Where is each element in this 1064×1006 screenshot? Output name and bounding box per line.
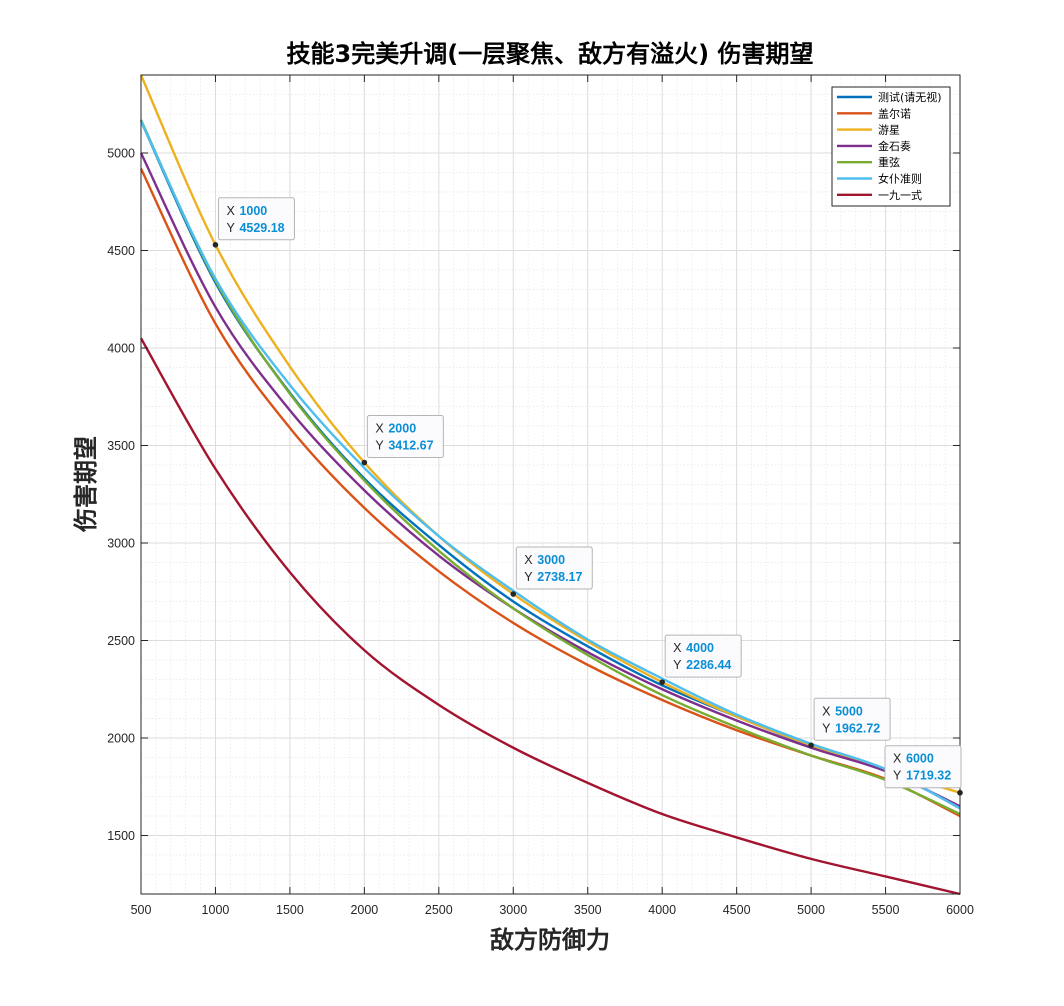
y-tick-label: 3500 [107, 439, 135, 453]
y-tick-label: 1500 [107, 829, 135, 843]
datatip-x-key: X [822, 704, 831, 718]
y-tick-label: 2000 [107, 732, 135, 746]
legend-label: 盖尔诺 [878, 106, 911, 120]
datatip-y-key: Y [226, 221, 235, 235]
legend-label: 测试(请无视) [878, 90, 942, 104]
legend-label: 金石奏 [878, 139, 911, 153]
datatip-x-key: X [226, 204, 235, 218]
datatip: X 2000 Y 3412.67 [361, 415, 444, 466]
datatip: X 5000 Y 1962.72 [808, 697, 891, 749]
datatip-marker [808, 742, 814, 749]
datatip-y-value: 1962.72 [835, 721, 880, 735]
datatip-marker [212, 242, 219, 248]
y-tick-label: 3000 [107, 537, 135, 551]
datatip-x-value: 4000 [686, 641, 714, 655]
datatip-x-value: 2000 [388, 422, 416, 436]
datatip-box [664, 634, 742, 678]
x-tick-label: 4500 [723, 903, 751, 917]
y-tick-label: 2500 [107, 634, 135, 648]
chart-title: 技能3完美升调(一层聚焦、敌方有溢火) 伤害期望 [287, 40, 814, 68]
x-tick-label: 500 [131, 903, 152, 917]
x-tick-label: 1500 [276, 903, 304, 917]
legend-label: 一九一式 [878, 189, 922, 202]
datatip-y-value: 1719.32 [906, 769, 951, 783]
x-tick-label: 1000 [202, 903, 230, 917]
x-tick-label: 3500 [574, 903, 602, 917]
datatip: X 6000 Y 1719.32 [884, 745, 963, 796]
x-tick-label: 2500 [425, 903, 453, 917]
y-tick-label: 5000 [107, 147, 135, 161]
x-tick-label: 5500 [872, 903, 900, 917]
legend-label: 女仆准则 [878, 172, 922, 186]
plot-frame [140, 74, 961, 895]
datatip-marker [659, 679, 665, 685]
datatip-y-key: Y [524, 570, 533, 584]
datatip-y-value: 2286.44 [686, 658, 731, 672]
datatip-y-key: Y [673, 658, 682, 672]
datatip-y-value: 2738.17 [537, 570, 582, 584]
plot-border [140, 74, 961, 895]
series-line-4 [139, 119, 961, 816]
datatip-box [217, 197, 295, 241]
legend-label: 游星 [878, 124, 900, 137]
datatip-y-key: Y [822, 721, 831, 735]
datatip-x-value: 3000 [537, 553, 565, 567]
datatip-x-key: X [375, 422, 384, 436]
datatip-x-value: 1000 [239, 204, 267, 218]
datatip-box [813, 697, 891, 741]
legend-label: 重弦 [878, 155, 900, 169]
datatip-marker [957, 789, 963, 796]
y-tick-label: 4500 [107, 244, 135, 258]
x-tick-label: 4000 [648, 903, 676, 917]
datatip-x-key: X [524, 553, 533, 567]
y-axis-ticks: 1500 2000 2500 3000 3500 4000 4500 5000 [107, 147, 135, 844]
x-tick-label: 6000 [946, 903, 974, 917]
datatip-x-value: 5000 [835, 704, 863, 718]
datatip-y-key: Y [893, 769, 902, 783]
datatip-x-value: 6000 [906, 752, 934, 766]
x-tick-label: 2000 [350, 903, 378, 917]
datatip-x-key: X [673, 641, 682, 655]
datatip: X 1000 Y 4529.18 [212, 197, 295, 248]
datatip-y-key: Y [375, 439, 384, 453]
datatip-marker [510, 591, 517, 597]
datatip: X 3000 Y 2738.17 [510, 546, 593, 597]
datatip-box [515, 546, 593, 590]
x-tick-label: 3000 [499, 903, 527, 917]
y-axis-label: 伤害期望 [72, 436, 100, 533]
datatip: X 4000 Y 2286.44 [659, 634, 742, 685]
datatip-box [366, 415, 444, 459]
x-axis-ticks: 500 1000 1500 2000 2500 3000 3500 4000 4500 5000 5… [131, 903, 974, 917]
datatip-x-key: X [893, 752, 902, 766]
datatip-y-value: 3412.67 [388, 439, 433, 453]
x-tick-label: 5000 [797, 903, 825, 917]
datatip-marker [361, 459, 368, 466]
series-line-6 [139, 337, 961, 896]
datatip-box [884, 745, 962, 789]
y-tick-label: 4000 [107, 342, 135, 356]
x-axis-label: 敌方防御力 [490, 926, 610, 954]
datatip-y-value: 4529.18 [239, 221, 284, 235]
